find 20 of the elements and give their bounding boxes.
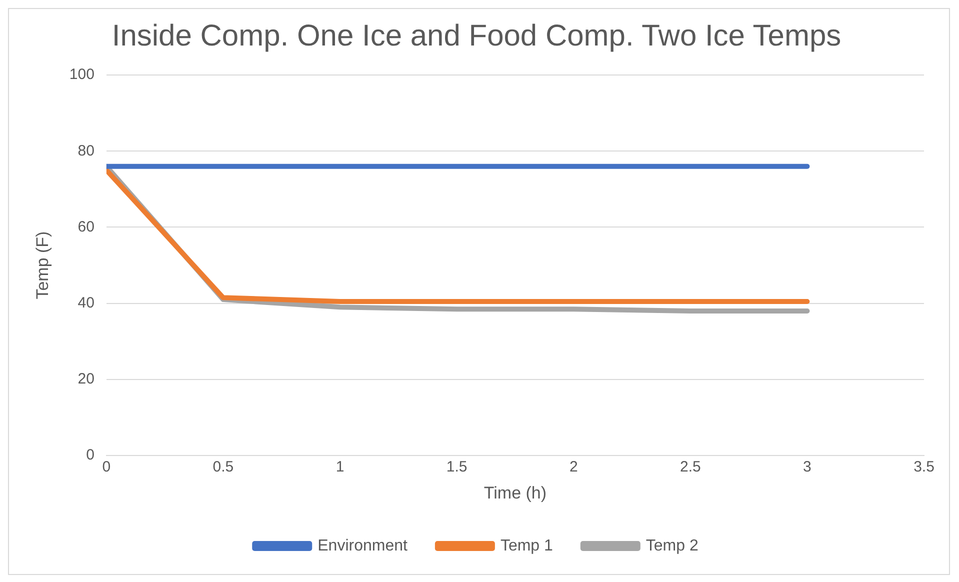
y-tick-label: 20: [78, 370, 94, 388]
x-tick-label: 0: [102, 458, 111, 476]
x-tick-label: 2: [569, 458, 578, 476]
y-tick-label: 80: [78, 142, 94, 160]
x-tick-label: 0.5: [212, 458, 234, 476]
y-tick-label: 60: [78, 218, 94, 236]
y-axis-title: Temp (F): [32, 231, 52, 300]
x-tick-label: 3: [803, 458, 812, 476]
x-tick-label: 2.5: [680, 458, 701, 476]
legend-label: Temp 1: [500, 537, 554, 554]
y-tick-label: 0: [86, 446, 94, 464]
x-tick-label: 3.5: [914, 458, 934, 476]
y-tick-label: 100: [69, 66, 94, 84]
x-tick-label: 1: [336, 458, 344, 476]
legend-label: Temp 2: [646, 537, 698, 554]
chart-title: Inside Comp. One Ice and Food Comp. Two Ice Temps: [112, 19, 842, 52]
x-tick-label: 1.5: [446, 458, 468, 476]
legend-label: Environment: [318, 537, 408, 554]
y-tick-label: 40: [78, 294, 94, 312]
x-axis-title: Time (h): [484, 483, 547, 502]
